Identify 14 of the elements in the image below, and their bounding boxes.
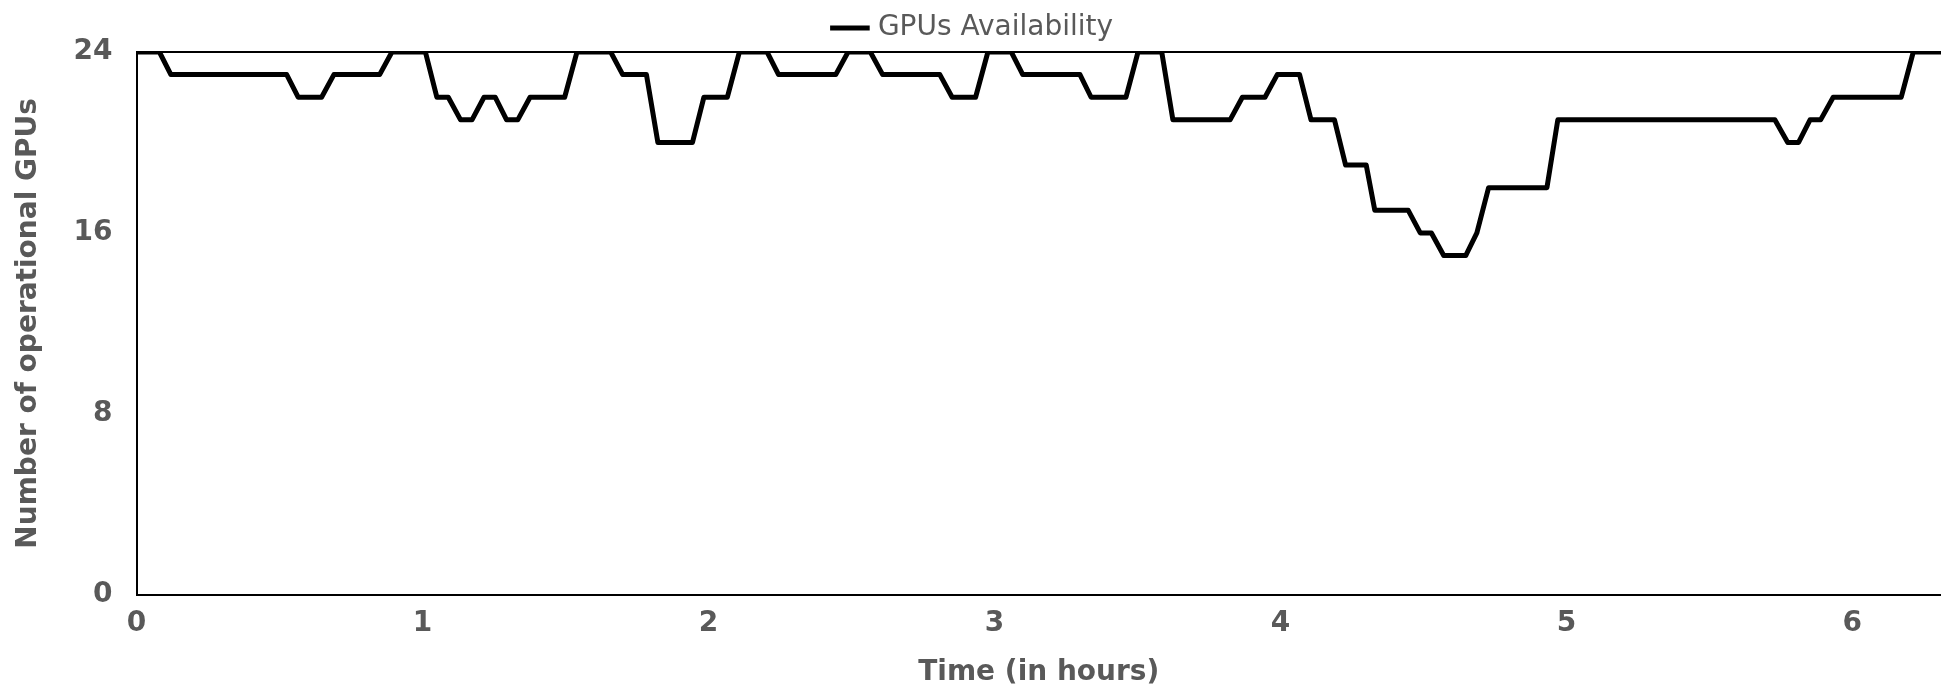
x-tick-label: 2	[698, 604, 719, 638]
y-tick-label: 16	[73, 214, 113, 248]
x-tick-label: 0	[126, 604, 147, 638]
y-tick-label: 0	[93, 576, 113, 610]
x-tick-label: 1	[412, 604, 433, 638]
x-tick-label: 4	[1270, 604, 1291, 638]
y-tick-label: 24	[73, 33, 113, 67]
x-tick-label: 6	[1842, 604, 1863, 638]
y-tick-label: 8	[93, 395, 113, 429]
x-tick-label: 5	[1556, 604, 1577, 638]
y-axis-title: Number of operational GPUs	[10, 98, 44, 549]
legend-label: GPUs Availability	[877, 9, 1114, 43]
x-tick-label: 3	[984, 604, 1005, 638]
x-axis-title: Time (in hours)	[918, 654, 1160, 688]
